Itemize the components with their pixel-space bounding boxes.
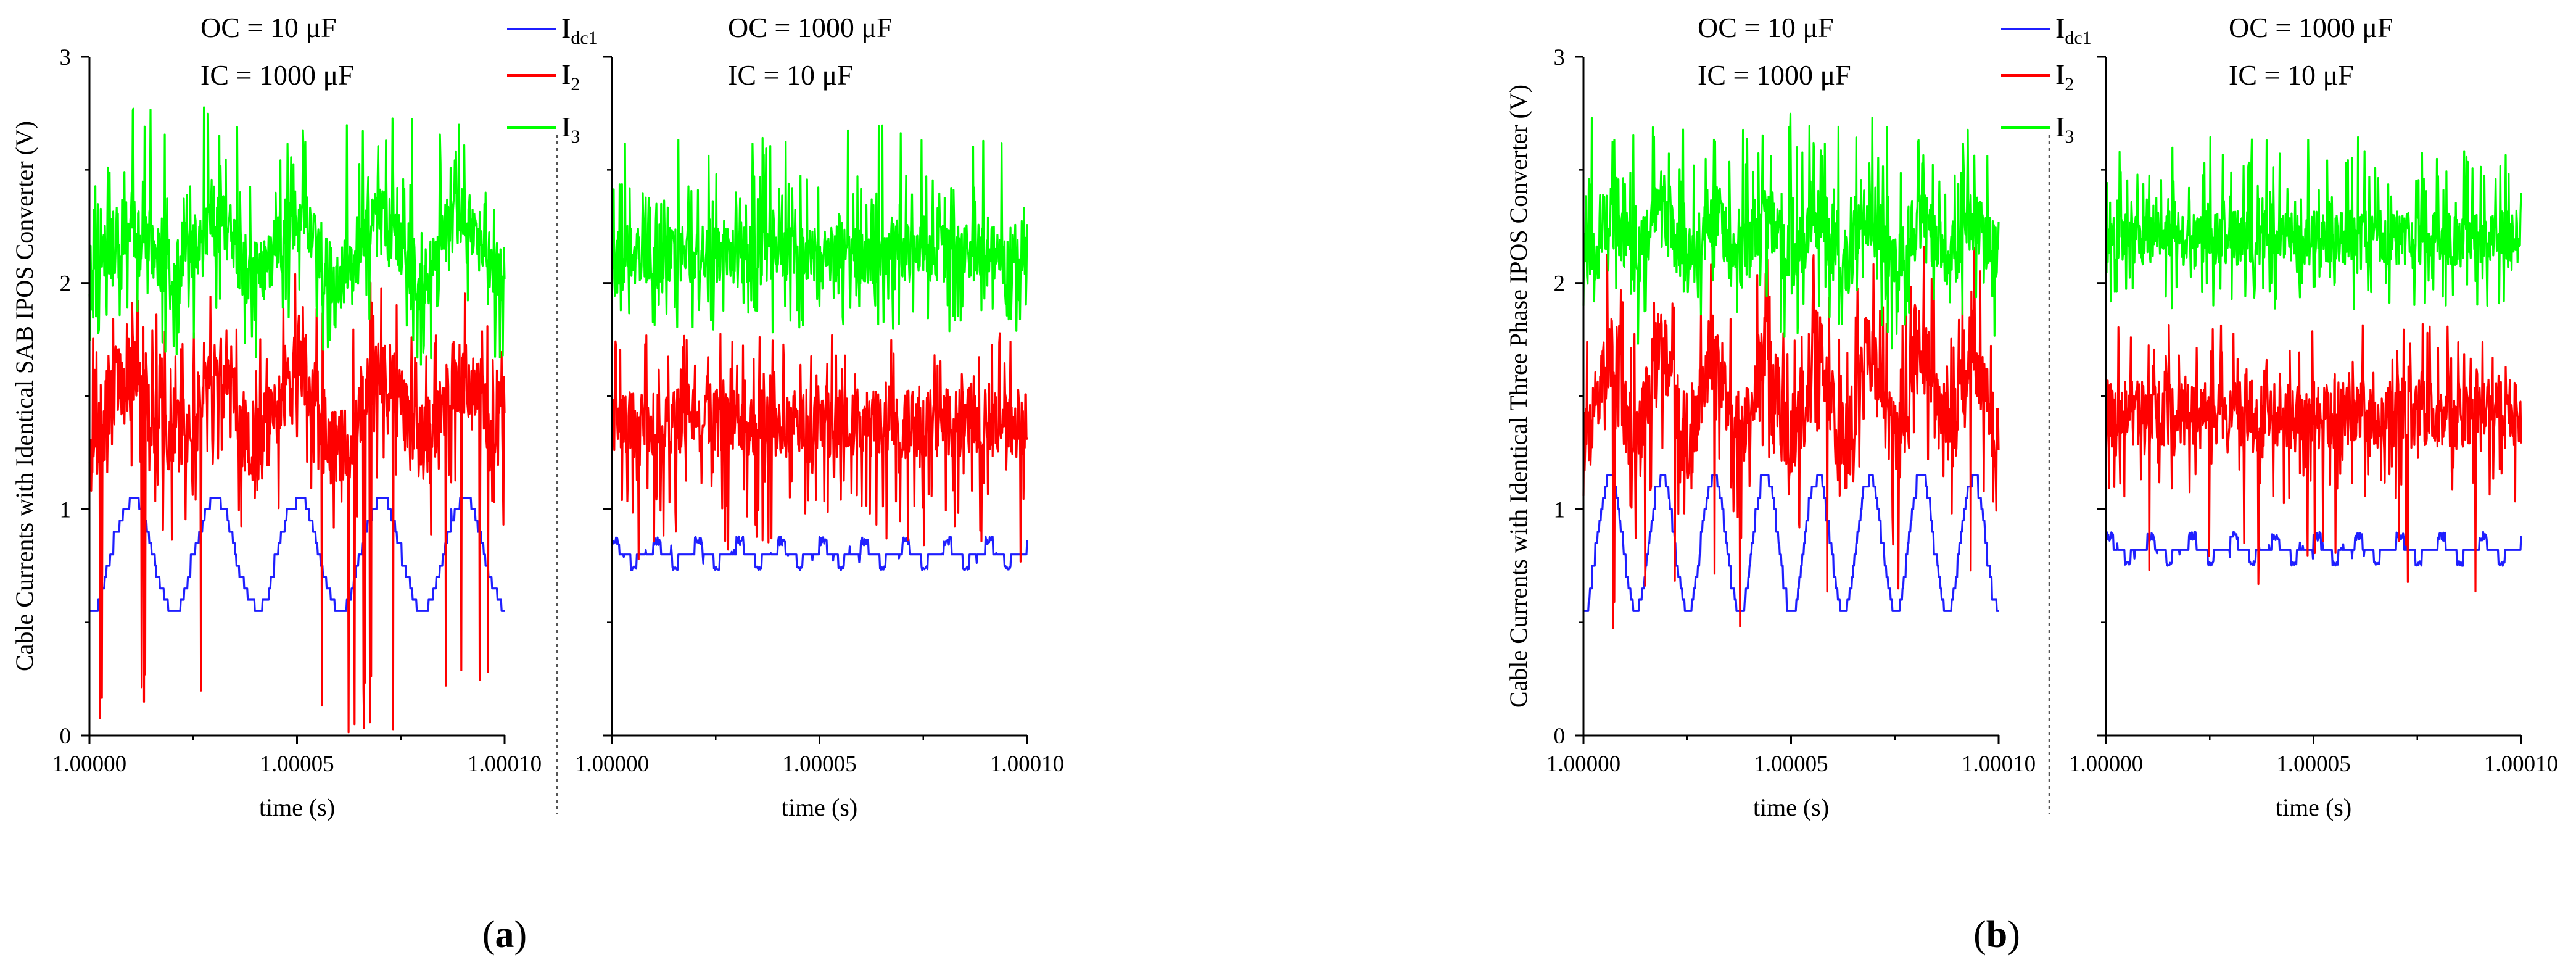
series-line-i-3: [1582, 112, 2000, 350]
figure-panel-a: 0 1 2 3 1.00000 1.00005 1.00010 time (s) OC = 10…: [10, 12, 1064, 956]
y-tick-label: 0: [1554, 724, 1566, 749]
x-tick-label: 1.00010: [468, 751, 542, 777]
annotation-text: OC = 10 μF: [200, 12, 337, 43]
x-tick-label: 1.00010: [990, 751, 1064, 777]
y-tick-label: 3: [60, 45, 72, 70]
subplot-a-1: 0 1 2 3 1.00000 1.00005 1.00010 time (s) OC = 10…: [52, 12, 542, 821]
series-line-i-2: [611, 332, 1028, 563]
panel-label-letter: a: [495, 914, 514, 956]
series-line-i-dc1: [611, 535, 1028, 571]
panel-label-close: ): [2007, 914, 2020, 956]
x-tick-label: 1.00010: [2484, 751, 2558, 777]
y-tick-label: 1: [1554, 497, 1566, 523]
annotation-text: OC = 1000 μF: [2229, 12, 2393, 43]
x-axis-label: time (s): [1753, 793, 1829, 821]
x-tick-label: 1.00005: [1754, 751, 1828, 777]
figure-panel-b: 0 1 2 3 1.00000 1.00005 1.00010 time (s) OC = 10…: [1505, 12, 2558, 956]
series-line-i-3: [2105, 136, 2522, 310]
x-tick-label: 1.00000: [575, 751, 649, 777]
legend-main: I: [561, 12, 571, 44]
legend-sub: dc1: [2065, 28, 2091, 48]
series-line-i-dc1: [2105, 531, 2522, 567]
legend-sub: 3: [2065, 126, 2074, 147]
y-axis-label: Cable Currents with Identical Three Phas…: [1505, 85, 1532, 708]
panel-label: (b): [1973, 914, 2020, 956]
panel-label: (a): [482, 914, 527, 956]
y-tick-label: 2: [60, 271, 72, 297]
legend-label-i-3: I3: [561, 111, 580, 147]
series-line-i-2: [2105, 323, 2522, 593]
legend-sub: 2: [2065, 74, 2074, 94]
panel-label-letter: b: [1986, 914, 2007, 956]
series-line-i-dc1: [89, 497, 505, 612]
panel-label-close: ): [514, 914, 527, 956]
annotation-text: IC = 10 μF: [2229, 59, 2354, 91]
subplot-b-2: 1.00000 1.00005 1.00010 time (s) OC = 1000 μ…: [2069, 12, 2558, 821]
figure-root: 0 1 2 3 1.00000 1.00005 1.00010 time (s) OC = 10…: [10, 12, 2558, 956]
x-tick-label: 1.00005: [260, 751, 334, 777]
legend-sub: 2: [571, 74, 580, 94]
series-line-i-2: [88, 273, 506, 734]
subplot-a-2: 1.00000 1.00005 1.00010 time (s) OC = 1000 μ…: [575, 12, 1064, 821]
legend-main: I: [2055, 12, 2065, 44]
subplot-b-1: 0 1 2 3 1.00000 1.00005 1.00010 time (s) OC = 10…: [1546, 12, 2036, 821]
panel-label-open: (: [482, 914, 495, 956]
y-tick-label: 2: [1554, 271, 1566, 297]
x-tick-label: 1.00000: [1546, 751, 1620, 777]
legend-main: I: [561, 59, 571, 90]
legend-label-i-2: I2: [561, 59, 580, 94]
annotation-text: OC = 10 μF: [1698, 12, 1834, 43]
annotation-text: OC = 1000 μF: [728, 12, 893, 43]
series-line-i-3: [88, 106, 506, 366]
series-line-i-2: [1582, 246, 2000, 629]
y-tick-label: 3: [1554, 45, 1566, 70]
legend-label-i-dc1: Idc1: [561, 12, 598, 48]
series-line-i-3: [611, 124, 1028, 334]
x-axis-label: time (s): [2276, 793, 2351, 821]
panel-label-open: (: [1973, 914, 1986, 956]
series-line-i-dc1: [1583, 474, 1999, 612]
annotation-text: IC = 10 μF: [728, 59, 853, 91]
legend-main: I: [561, 111, 571, 143]
x-axis-label: time (s): [259, 793, 335, 821]
x-tick-label: 1.00000: [52, 751, 126, 777]
x-axis-label: time (s): [782, 793, 857, 821]
legend-label-i-2: I2: [2055, 59, 2074, 94]
y-tick-label: 1: [60, 497, 72, 523]
annotation-text: IC = 1000 μF: [1698, 59, 1851, 91]
legend-main: I: [2055, 59, 2065, 90]
y-tick-label: 0: [60, 724, 72, 749]
x-tick-label: 1.00005: [2276, 751, 2350, 777]
x-tick-label: 1.00005: [782, 751, 856, 777]
x-tick-label: 1.00000: [2069, 751, 2143, 777]
x-tick-label: 1.00010: [1962, 751, 2036, 777]
legend-label-i-dc1: Idc1: [2055, 12, 2092, 48]
legend-sub: dc1: [571, 28, 597, 48]
legend-sub: 3: [571, 126, 580, 147]
annotation-text: IC = 1000 μF: [200, 59, 354, 91]
legend-label-i-3: I3: [2055, 111, 2074, 147]
y-axis-label: Cable Currents with Identical SAB IPOS C…: [10, 121, 38, 671]
legend-main: I: [2055, 111, 2065, 143]
